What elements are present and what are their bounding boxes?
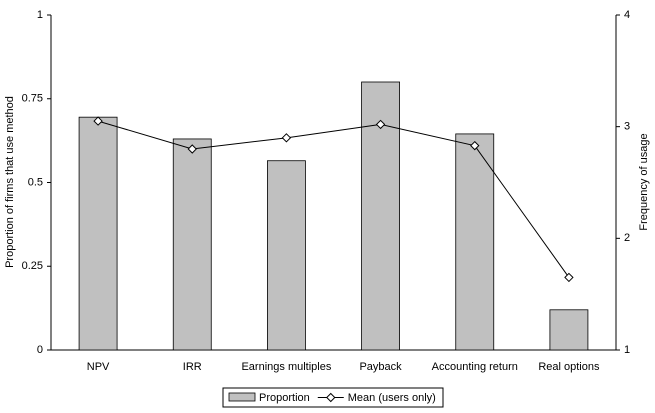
marker [564,272,574,283]
y-axis-label: Proportion of firms that use method [4,96,16,268]
y2-tick-label: 1 [624,344,630,356]
marker [93,116,103,126]
y2-tick-label: 2 [624,232,630,244]
bar [455,133,495,351]
x-tick-label: Payback [359,361,402,373]
legend-swatch [228,392,256,402]
y-tick-label: 1 [37,9,43,21]
bar [172,138,212,351]
legend-label: Proportion [259,392,310,404]
legend: Proportion Mean (users only) [222,387,444,408]
y-tick-label: 0.75 [22,93,43,105]
legend-label: Mean (users only) [348,392,436,404]
x-tick-label: Accounting return [432,361,518,373]
x-tick-label: Earnings multiples [241,361,331,373]
marker [187,144,197,154]
y2-axis-label: Frequency of usage [638,133,650,230]
marker [375,119,386,130]
y2-tick-label: 4 [624,9,630,21]
x-tick-label: Real options [538,361,600,373]
y2-tick-label: 3 [624,121,630,133]
x-tick-label: NPV [87,361,110,373]
y-tick-label: 0.25 [22,260,43,272]
x-tick-label: IRR [183,361,202,373]
line [97,120,570,278]
bar [78,116,118,351]
bar [549,309,589,351]
y-tick-label: 0.5 [28,176,43,188]
legend-marker [326,392,336,403]
marker [281,133,292,143]
marker [470,140,480,151]
bar [267,160,306,351]
y-tick-label: 0 [37,344,43,356]
